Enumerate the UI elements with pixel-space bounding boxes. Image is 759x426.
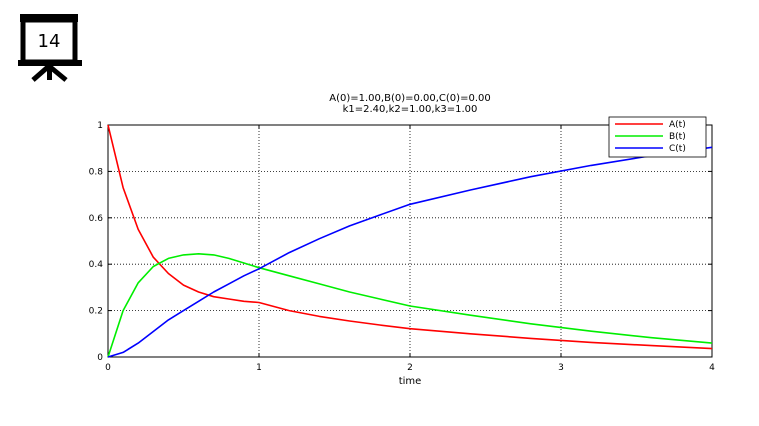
series-line-bt — [107, 253, 713, 358]
y-tick-label: 0.8 — [89, 167, 104, 177]
legend-label: B(t) — [669, 132, 686, 142]
slide-number: 14 — [38, 31, 61, 52]
legend-label: A(t) — [669, 120, 686, 130]
chart-title: k1=2.40,k2=1.00,k3=1.00 — [343, 104, 478, 115]
x-tick-label: 4 — [709, 363, 715, 373]
x-axis-label: time — [399, 376, 422, 387]
chart-title: A(0)=1.00,B(0)=0.00,C(0)=0.00 — [329, 93, 490, 104]
presentation-board-icon: 14 — [18, 14, 82, 82]
y-tick-label: 0.6 — [89, 214, 104, 224]
legend-label: C(t) — [669, 144, 686, 154]
y-tick-label: 0 — [97, 353, 103, 363]
legend-box — [608, 116, 707, 158]
y-tick-label: 0.2 — [89, 307, 103, 317]
x-tick-label: 3 — [558, 363, 564, 373]
y-tick-label: 0.4 — [89, 260, 104, 270]
x-tick-label: 2 — [407, 363, 413, 373]
series-line-ct — [107, 146, 713, 358]
x-tick-label: 0 — [105, 363, 111, 373]
series-line-at — [107, 124, 713, 350]
y-tick-label: 1 — [97, 121, 103, 131]
x-tick-label: 1 — [256, 363, 262, 373]
